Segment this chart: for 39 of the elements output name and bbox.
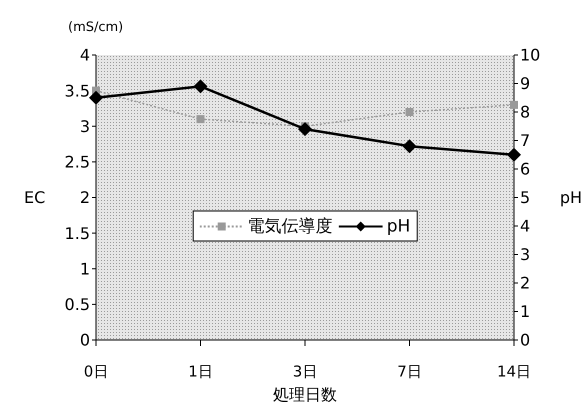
point [194,79,208,94]
x-tick-label: 1日 [188,362,213,381]
point [89,90,103,105]
legend-label: 電気伝導度 [248,216,333,238]
y-tick-label: 0.5 [64,295,90,314]
y-axis-title: EC [24,188,46,208]
y-tick-label: 0 [80,330,90,350]
x-axis-title: 処理日数 [273,385,337,402]
point [406,108,414,116]
y2-tick-label: 3 [520,245,530,264]
y2-tick-label: 4 [520,216,530,236]
point [298,122,312,136]
y-tick-label: 1 [80,259,90,278]
y-tick-label: 4 [80,46,90,65]
text: (mS/cm) [68,20,124,35]
x-tick-label: 0日 [84,362,108,381]
y-tick-label: 3.5 [64,81,90,100]
x-tick-label: 14日 [496,362,532,381]
y2-tick-label: 9 [520,74,530,94]
legend-label: pH [386,216,410,236]
y2-tick-label: 2 [520,274,530,293]
point [402,139,416,154]
y2-tick-label: 10 [520,46,540,65]
y-tick-label: 2.5 [64,152,90,172]
y-tick-label: 2 [80,188,90,208]
y2-axis-title: pH [560,188,582,208]
y2-tick-label: 7 [520,131,530,150]
y-tick-label: 1.5 [64,224,90,243]
point [196,115,204,124]
point [510,100,518,109]
y-tick-label: 3 [80,116,90,136]
x-tick-label: 3日 [292,362,318,381]
point [507,148,521,162]
y2-tick-label: 5 [520,188,530,208]
y2-tick-label: 8 [520,102,530,122]
y2-tick-label: 6 [520,160,530,179]
y2-tick-label: 1 [520,302,530,322]
x-tick-label: 7日 [397,362,422,381]
y2-tick-label: 0 [520,330,530,350]
